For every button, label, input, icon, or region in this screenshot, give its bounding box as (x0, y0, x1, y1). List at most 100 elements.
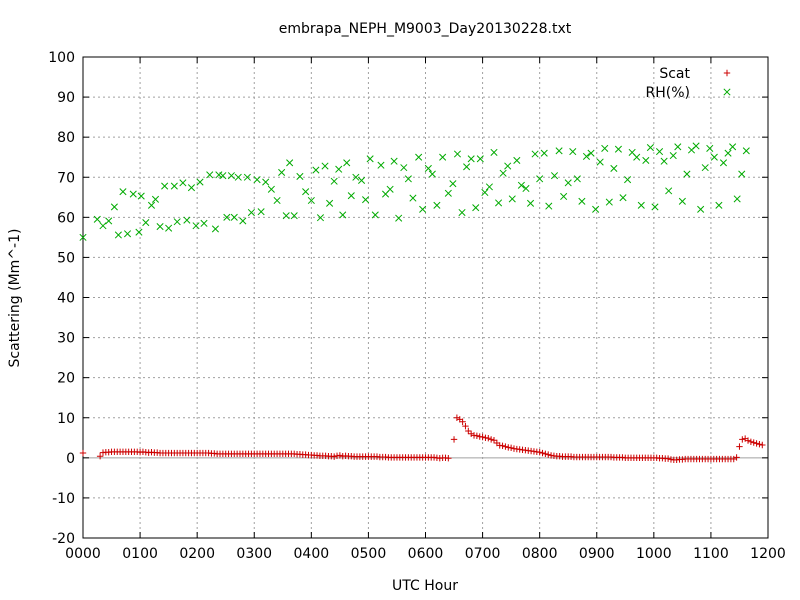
rh-point (517, 181, 525, 189)
rh-point (444, 189, 452, 197)
rh-point (110, 203, 118, 211)
rh-point (472, 204, 480, 212)
x-tick-label: 1200 (750, 546, 786, 562)
y-tick-label: 0 (66, 451, 75, 467)
rh-point (674, 143, 682, 151)
scat-point (730, 455, 737, 463)
scat-point (736, 443, 743, 450)
rh-point (540, 149, 548, 157)
rh-point (701, 164, 709, 172)
rh-point (508, 195, 516, 203)
rh-point (596, 158, 604, 166)
rh-point (187, 184, 196, 192)
rh-point (179, 179, 187, 187)
legend: Scat RH(%) (646, 66, 731, 101)
plot-frame (82, 56, 769, 539)
rh-point (170, 182, 178, 190)
rh-point (419, 205, 427, 213)
x-tick-label: 1100 (693, 546, 729, 562)
rh-point (555, 147, 563, 155)
scat-point (750, 439, 757, 446)
rh-point (614, 145, 622, 153)
scat-point (545, 451, 552, 458)
rh-point (738, 170, 746, 178)
rh-point (147, 201, 156, 209)
data-points (79, 142, 766, 464)
rh-point (669, 152, 677, 160)
rh-point (196, 178, 204, 186)
rh-point (655, 148, 664, 156)
rh-point (619, 194, 627, 202)
rh-point (651, 203, 659, 211)
scat-point (96, 453, 104, 460)
rh-point (239, 217, 247, 225)
chart-title: embrapa_NEPH_M9003_Day20130228.txt (279, 21, 572, 37)
rh-point (550, 172, 559, 180)
scat-point (759, 441, 766, 449)
rh-point (404, 175, 412, 183)
legend-marker (723, 88, 731, 96)
rh-point (400, 164, 408, 172)
rh-point (513, 156, 521, 164)
scat-point (536, 449, 543, 456)
rh-point (156, 222, 164, 231)
x-tick-label: 0100 (122, 546, 158, 562)
rh-point (697, 205, 705, 213)
scat-point (479, 433, 486, 441)
scat-point (499, 442, 506, 450)
rh-point (564, 179, 572, 187)
rh-point (137, 192, 145, 200)
rh-point (610, 164, 618, 172)
rh-point (278, 168, 286, 176)
rh-point (386, 185, 394, 193)
rh-point (377, 161, 385, 169)
scat-point (462, 422, 469, 430)
rh-point (302, 188, 310, 196)
rh-point (243, 173, 251, 181)
x-tick-label: 1000 (636, 546, 672, 562)
rh-point (362, 196, 370, 204)
scat-point (664, 455, 672, 462)
rh-point (105, 217, 113, 225)
x-tick-label: 0700 (465, 546, 501, 562)
series-scat (79, 414, 766, 464)
rh-point (286, 159, 294, 167)
y-tick-label: 90 (57, 90, 75, 106)
scat-point (485, 434, 492, 442)
scat-point (507, 444, 515, 452)
y-tick-label: 50 (57, 250, 75, 266)
rh-point (433, 201, 441, 209)
rh-point (415, 153, 423, 161)
rh-point (706, 144, 714, 152)
rh-point (321, 162, 329, 170)
rh-point (601, 144, 609, 152)
rh-point (724, 149, 732, 157)
rh-point (312, 166, 320, 174)
rh-point (485, 183, 493, 191)
rh-point (347, 192, 355, 200)
rh-point (495, 199, 503, 207)
rh-point (504, 162, 512, 170)
x-tick-label: 0300 (236, 546, 272, 562)
rh-point (742, 147, 750, 155)
scat-point (336, 452, 344, 459)
rh-point (733, 195, 741, 203)
legend-label-rh: RH(%) (646, 85, 690, 101)
x-tick-label: 0900 (579, 546, 615, 562)
rh-point (192, 222, 200, 230)
rh-point (200, 219, 208, 227)
scat-point (539, 449, 546, 457)
rh-point (522, 184, 530, 193)
scat-point (753, 440, 760, 447)
rh-point (463, 163, 471, 171)
rh-point (692, 142, 700, 150)
grid-lines (83, 57, 768, 538)
rh-point (267, 185, 275, 193)
rh-point (173, 218, 181, 226)
rh-point (531, 150, 539, 158)
rh-point (79, 233, 87, 241)
rh-point (428, 170, 436, 178)
rh-point (642, 156, 650, 164)
rh-point (371, 211, 379, 219)
